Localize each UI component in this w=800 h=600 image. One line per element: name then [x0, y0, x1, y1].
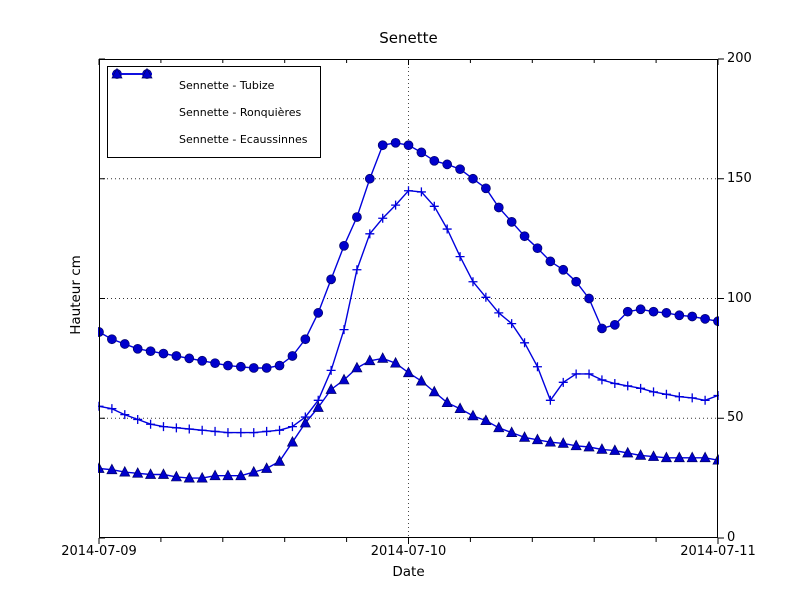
legend-label: Sennette - Ronquières — [179, 105, 302, 119]
x-axis-label: Date — [392, 564, 425, 580]
legend-label: Sennette - Ecaussinnes — [179, 132, 308, 146]
x-tick-label: 2014-07-11 — [680, 544, 756, 559]
y-tick-label: 100 — [727, 290, 752, 306]
x-tick-label: 2014-07-10 — [370, 544, 447, 559]
series-circle — [98, 137, 719, 373]
legend-item: Sennette - Ecaussinnes — [111, 67, 308, 150]
y-tick-label: 50 — [727, 410, 744, 426]
y-tick-label: 0 — [727, 530, 736, 545]
series-triangle — [98, 352, 719, 483]
y-axis-label: Hauteur cm — [68, 255, 84, 335]
legend-label: Sennette - Tubize — [179, 78, 275, 92]
legend-item: Sennette - Ronquières — [112, 69, 308, 123]
y-tick-label: 150 — [727, 170, 752, 186]
legend: Sennette - Tubize Sennette - Ronquières Se… — [107, 66, 321, 158]
chart-title: Senette — [379, 29, 438, 47]
x-tick-label: 2014-07-09 — [61, 544, 137, 559]
y-tick-label: 200 — [727, 51, 752, 66]
plot-canvas — [98, 58, 724, 544]
legend-triangle-icon — [111, 67, 153, 79]
plot-area: Sennette - Tubize Sennette - Ronquières Se… — [98, 58, 724, 544]
